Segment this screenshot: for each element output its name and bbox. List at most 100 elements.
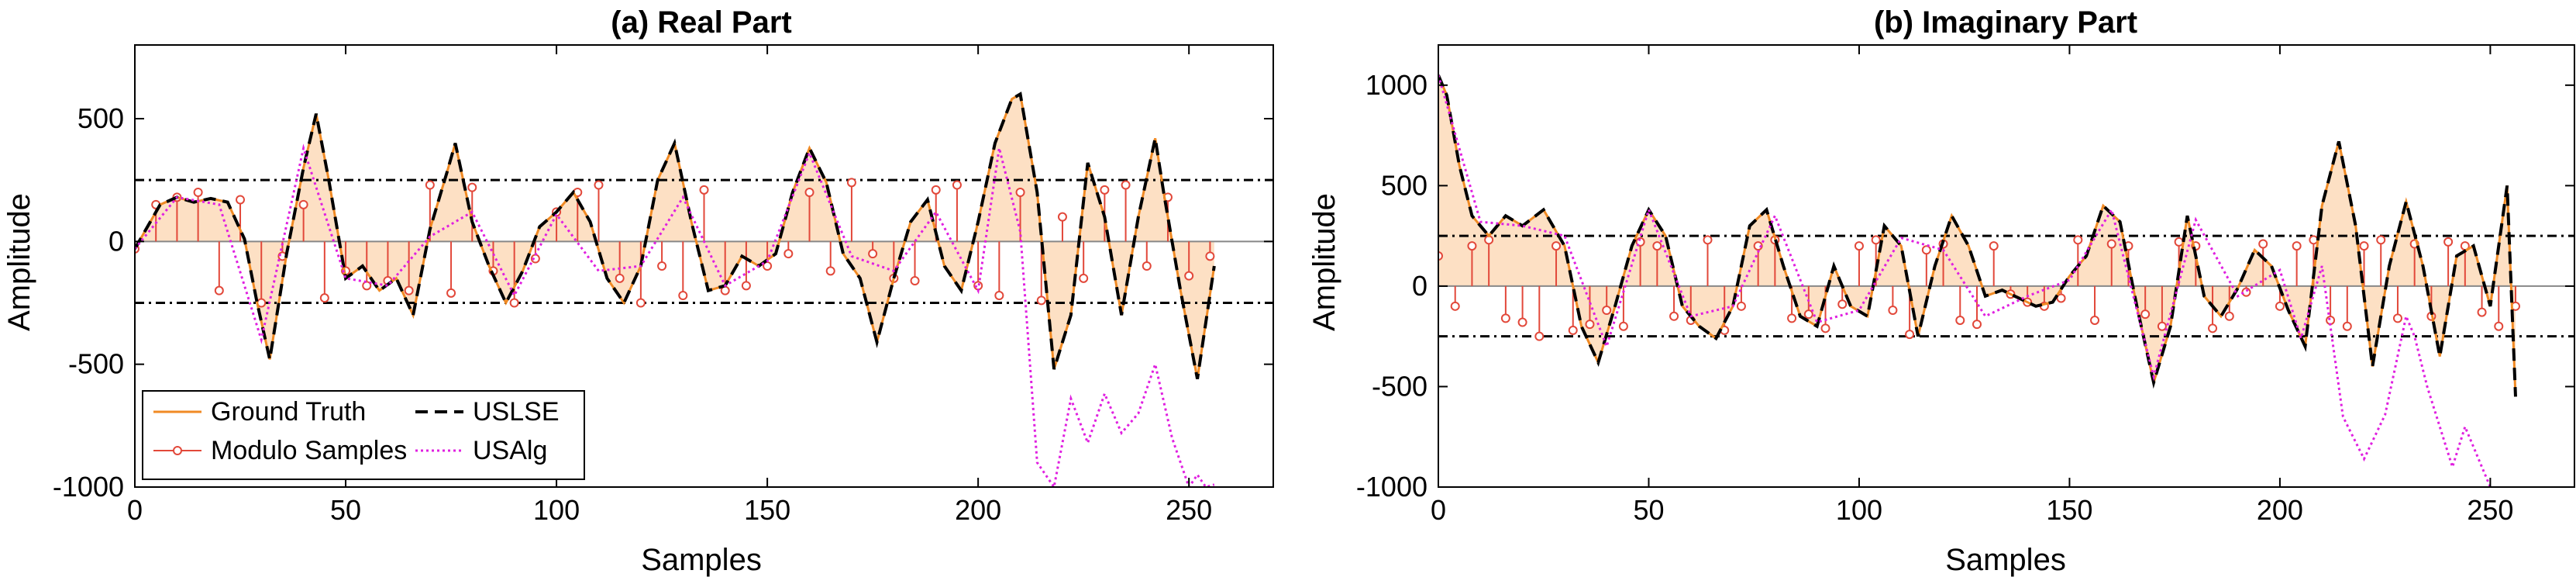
modulo-marker [594, 180, 604, 190]
modulo-marker [2494, 321, 2504, 331]
legend-box [142, 390, 585, 480]
modulo-marker [2157, 321, 2167, 331]
modulo-marker [1015, 188, 1025, 197]
modulo-marker [1585, 320, 1595, 330]
x-tick-label: 150 [2046, 494, 2092, 526]
modulo-marker [1972, 320, 1982, 330]
chart-a-ylabel: Amplitude [2, 193, 36, 331]
modulo-marker [2342, 321, 2352, 331]
modulo-marker [1184, 271, 1194, 281]
modulo-marker [1703, 235, 1713, 245]
chart-b: 0 50 100 150 200 250 -1000 -500 0 500 1000 [1356, 44, 2575, 526]
plot-area [135, 92, 1273, 487]
legend-label: Ground Truth [211, 397, 366, 427]
y-tick-label: 0 [1412, 270, 1427, 302]
modulo-marker [2241, 287, 2251, 297]
modulo-marker [2359, 241, 2369, 251]
x-tick-label: 250 [1166, 494, 1212, 526]
modulo-marker [2056, 293, 2066, 303]
modulo-marker [804, 188, 814, 197]
modulo-marker [1517, 317, 1527, 327]
modulo-marker [1602, 306, 1612, 315]
legend-label: USAlg [473, 436, 547, 465]
y-tick-label: -1000 [1356, 471, 1427, 503]
y-tick-label: 500 [77, 102, 124, 134]
modulo-samples-series [1438, 235, 2520, 341]
y-tick-label: 0 [108, 225, 124, 257]
modulo-marker [1837, 299, 1848, 309]
modulo-marker [1534, 331, 1545, 341]
x-tick-label: 200 [2257, 494, 2303, 526]
modulo-marker [2392, 313, 2402, 323]
modulo-marker [236, 195, 246, 205]
modulo-marker [319, 293, 329, 303]
modulo-marker [2477, 307, 2487, 317]
modulo-marker [214, 285, 224, 295]
chart-b-ylabel: Amplitude [1307, 193, 1341, 331]
y-tick-label: -500 [1372, 370, 1427, 402]
modulo-marker [1989, 241, 1999, 251]
modulo-marker [2106, 239, 2116, 249]
modulo-marker [2443, 237, 2454, 247]
modulo-marker [615, 273, 625, 283]
modulo-marker [2275, 301, 2285, 311]
modulo-marker [467, 182, 477, 192]
chart-a: 0 50 100 150 200 250 -1000 -500 0 500 Ground Truth… [53, 44, 1274, 526]
legend-marker [173, 446, 182, 455]
modulo-samples-series [135, 178, 1215, 308]
x-tick-label: 150 [744, 494, 790, 526]
modulo-marker [868, 249, 878, 259]
modulo-marker [2292, 241, 2302, 251]
chart-a-title: (a) Real Part [611, 5, 791, 40]
chart-b-xlabel: Samples [1945, 543, 2066, 577]
x-tick-label: 200 [955, 494, 1001, 526]
ground-truth-fill [1438, 74, 2516, 397]
modulo-marker [2073, 235, 2083, 245]
modulo-marker [1079, 273, 1089, 283]
modulo-marker [1736, 301, 1746, 311]
modulo-marker [994, 291, 1004, 300]
modulo-marker [2326, 315, 2336, 325]
modulo-marker [1854, 241, 1864, 251]
x-tick-label: 0 [1431, 494, 1446, 526]
modulo-marker [1500, 313, 1510, 323]
legend-label: USLSE [473, 397, 560, 427]
modulo-marker [1921, 245, 1931, 255]
x-tick-label: 250 [2467, 494, 2513, 526]
chart-a-xlabel: Samples [641, 543, 762, 577]
modulo-marker [1652, 241, 1662, 251]
ground-truth-fill [135, 94, 1214, 379]
axes-box [1438, 44, 2575, 488]
modulo-marker [2208, 323, 2218, 333]
modulo-marker [425, 180, 435, 190]
modulo-marker [657, 261, 667, 271]
modulo-marker [1803, 309, 1813, 320]
modulo-marker [2224, 311, 2234, 321]
uslse-line [135, 92, 1216, 380]
modulo-marker [446, 288, 456, 298]
modulo-marker [1871, 235, 1881, 245]
modulo-marker [825, 266, 835, 276]
x-tick-label: 50 [1633, 494, 1664, 526]
y-tick-label: -1000 [53, 471, 124, 503]
modulo-marker [1888, 306, 1898, 315]
x-tick-label: 100 [533, 494, 580, 526]
usalg-line [1438, 74, 2492, 487]
modulo-marker [1618, 321, 1628, 331]
modulo-marker [2309, 235, 2319, 245]
x-tick-label: 0 [127, 494, 143, 526]
chart-b-title: (b) Imaginary Part [1874, 5, 2137, 40]
modulo-marker [1438, 251, 1443, 261]
modulo-marker [1205, 251, 1215, 261]
x-tick-label: 50 [330, 494, 361, 526]
usalg-line [135, 143, 1215, 487]
modulo-marker [2090, 315, 2100, 325]
y-tick-label: 1000 [1365, 69, 1427, 101]
modulo-marker [846, 178, 856, 188]
modulo-marker [362, 281, 372, 291]
modulo-marker [2140, 309, 2151, 320]
modulo-marker [1121, 180, 1131, 190]
